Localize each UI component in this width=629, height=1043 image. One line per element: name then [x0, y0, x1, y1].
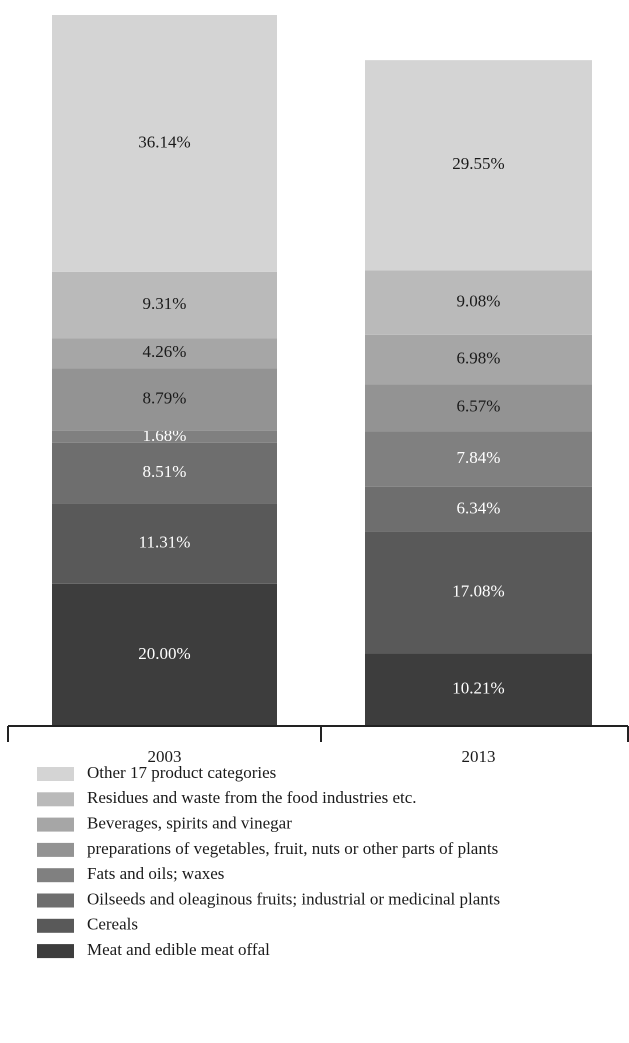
legend-label: Cereals: [87, 915, 138, 934]
data-label: 8.79%: [143, 389, 187, 408]
bar-segment: [52, 442, 277, 504]
legend-label: Oilseeds and oleaginous fruits; industri…: [87, 889, 500, 908]
bar-segment: [52, 338, 277, 369]
data-label: 8.51%: [143, 462, 187, 481]
data-label: 9.08%: [457, 291, 501, 310]
legend-swatch: [37, 817, 74, 832]
legend-swatch: [37, 893, 74, 908]
legend-label: preparations of vegetables, fruit, nuts …: [87, 839, 498, 858]
legend-swatch: [37, 944, 74, 959]
legend-label: Beverages, spirits and vinegar: [87, 814, 292, 833]
data-label: 7.84%: [457, 448, 501, 467]
data-label: 17.08%: [452, 582, 504, 601]
bar-segment: [52, 15, 277, 272]
bar-segment: [365, 486, 592, 532]
data-label: 6.57%: [457, 397, 501, 416]
bar-segment: [365, 334, 592, 385]
data-label: 6.98%: [457, 349, 501, 368]
bar-segment: [52, 583, 277, 726]
x-tick-label: 2003: [148, 747, 182, 766]
legend-label: Residues and waste from the food industr…: [87, 788, 417, 807]
legend-swatch: [37, 868, 74, 883]
x-tick-label: 2013: [462, 747, 496, 766]
bar-segment: [52, 368, 277, 431]
bar-segment: [365, 270, 592, 335]
legend-swatch: [37, 767, 74, 781]
data-label: 36.14%: [138, 132, 190, 151]
bar-segment: [365, 653, 592, 726]
legend-swatch: [37, 842, 74, 857]
data-label: 20.00%: [138, 644, 190, 663]
data-label: 10.21%: [452, 679, 504, 698]
legend-swatch: [37, 918, 74, 933]
legend-label: Meat and edible meat offal: [87, 940, 270, 959]
data-label: 29.55%: [452, 154, 504, 173]
legend-label: Fats and oils; waxes: [87, 864, 224, 883]
data-label: 6.34%: [457, 498, 501, 517]
data-label: 9.31%: [143, 294, 187, 313]
legend-swatch: [37, 792, 74, 807]
data-label: 4.26%: [143, 342, 187, 361]
bar-segment: [52, 430, 277, 443]
bar-segment: [365, 531, 592, 654]
legend-label: Other 17 product categories: [87, 763, 276, 782]
bar-segment: [52, 503, 277, 584]
bar-segment: [52, 271, 277, 339]
data-label: 11.31%: [139, 532, 191, 551]
bar-segment: [365, 431, 592, 487]
bar-segment: [365, 384, 592, 432]
bar-segment: [365, 60, 592, 271]
